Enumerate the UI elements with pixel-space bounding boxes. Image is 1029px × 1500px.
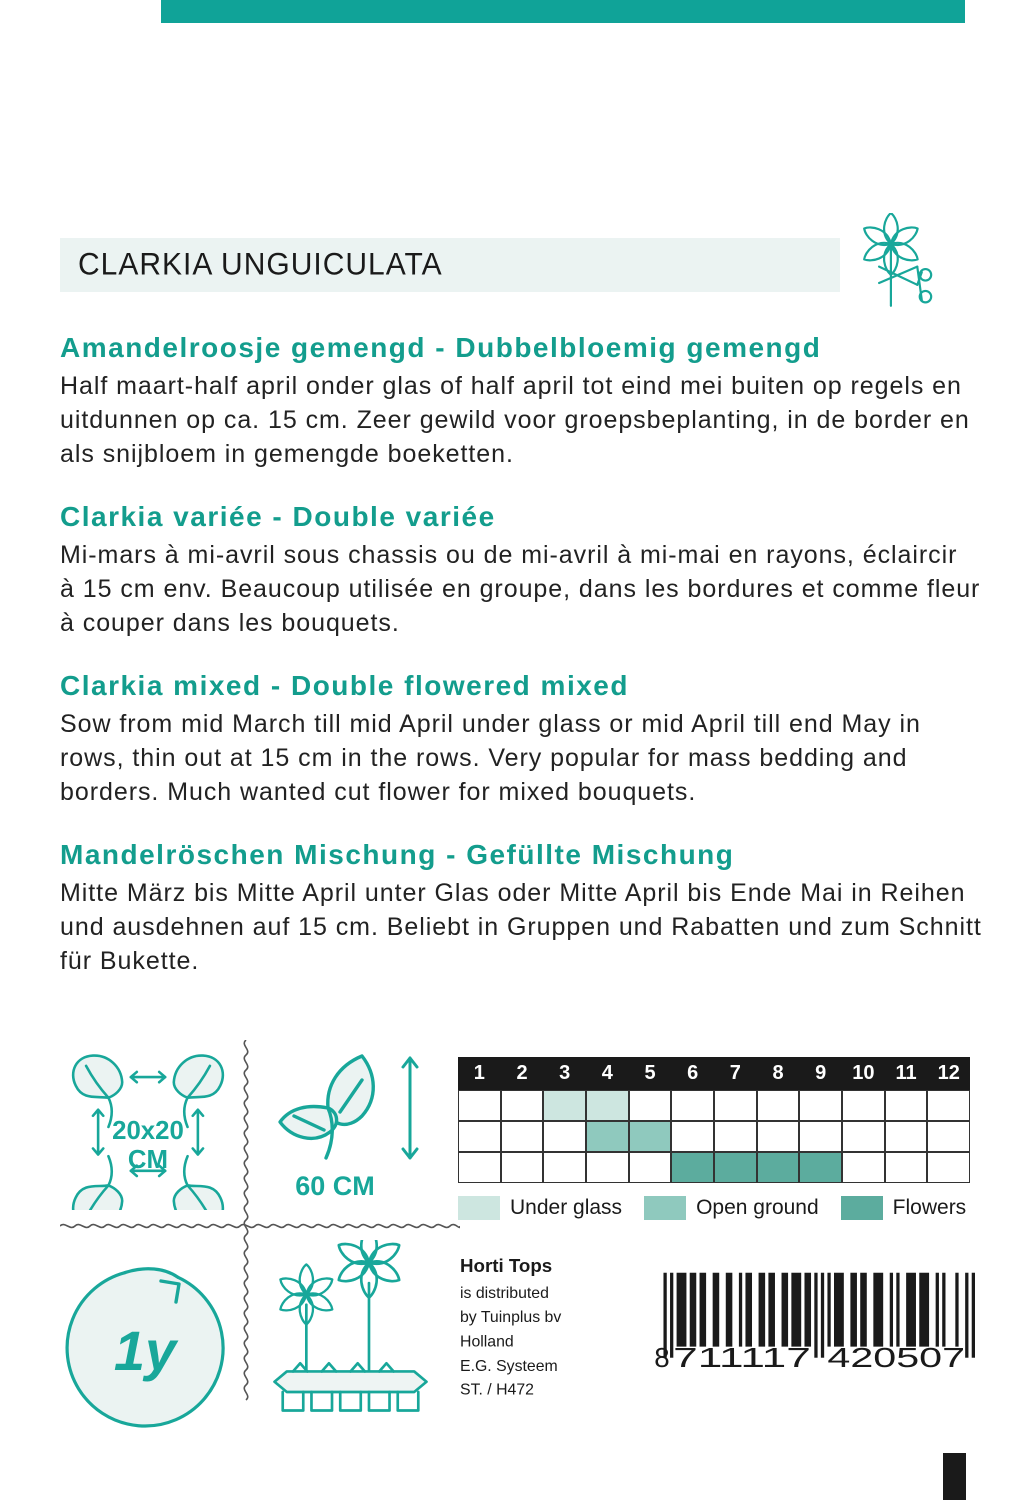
svg-text:8: 8 xyxy=(654,1342,669,1373)
svg-text:CM: CM xyxy=(128,1146,168,1174)
svg-text:60 CM: 60 CM xyxy=(295,1171,375,1201)
svg-text:420507: 420507 xyxy=(827,1342,965,1373)
svg-text:20x20: 20x20 xyxy=(112,1117,184,1145)
svg-text:711117: 711117 xyxy=(673,1342,811,1373)
svg-text:1y: 1y xyxy=(114,1319,179,1382)
